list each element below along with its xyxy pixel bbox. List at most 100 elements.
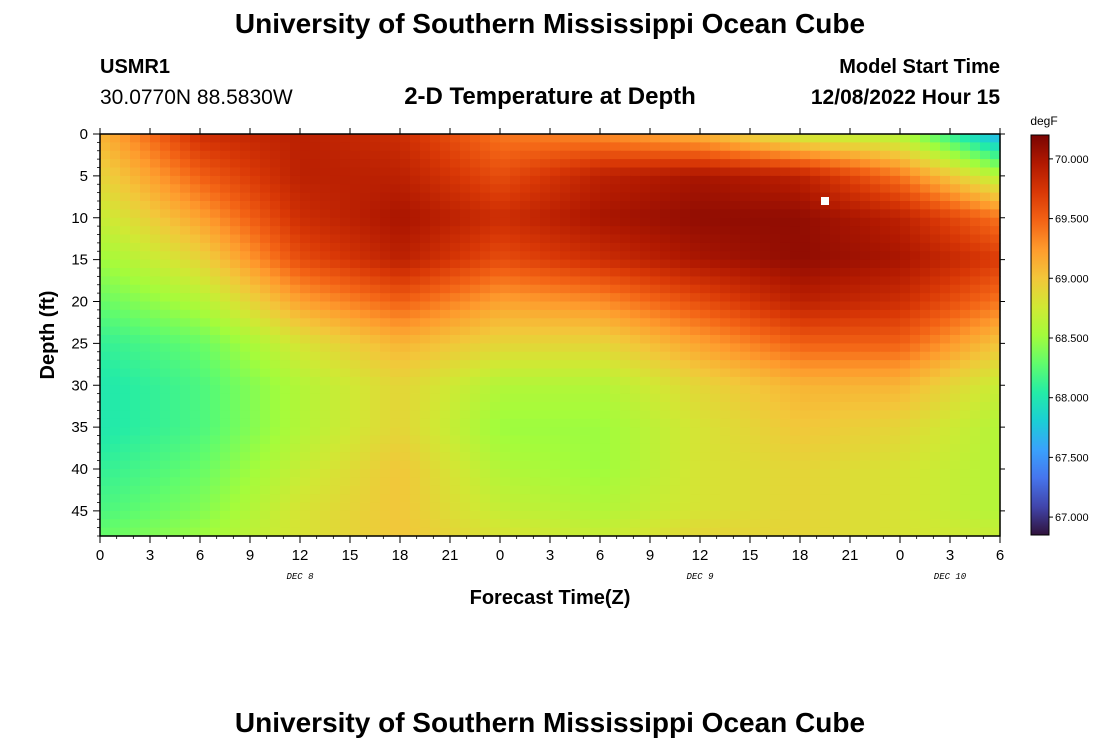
heatmap-cell (920, 343, 931, 353)
heatmap-cell (990, 527, 1001, 537)
heatmap-cell (660, 435, 671, 445)
heatmap-cell (150, 268, 161, 277)
heatmap-cell (390, 175, 401, 185)
heatmap-cell (430, 259, 441, 269)
heatmap-cell (460, 510, 471, 520)
heatmap-cell (710, 376, 721, 386)
heatmap-cell (130, 184, 141, 194)
heatmap-cell (550, 159, 561, 169)
heatmap-cell (930, 309, 941, 319)
heatmap-cell (940, 527, 951, 537)
heatmap-cell (450, 184, 461, 194)
heatmap-cell (880, 427, 891, 437)
heatmap-cell (160, 510, 171, 520)
heatmap-cell (830, 234, 841, 244)
heatmap-cell (700, 393, 711, 403)
heatmap-cell (770, 360, 781, 370)
heatmap-cell (130, 309, 141, 319)
heatmap-cell (110, 435, 121, 445)
heatmap-cell (730, 167, 741, 177)
heatmap-cell (370, 217, 381, 227)
heatmap-cell (260, 209, 271, 219)
heatmap-cell (410, 150, 421, 160)
heatmap-cell (290, 527, 301, 537)
heatmap-cell (590, 184, 601, 194)
heatmap-cell (440, 209, 451, 219)
heatmap-cell (680, 510, 691, 520)
heatmap-cell (450, 318, 461, 328)
heatmap-cell (290, 326, 301, 336)
heatmap-cell (380, 452, 391, 462)
heatmap-cell (490, 452, 501, 462)
heatmap-cell (370, 209, 381, 219)
heatmap-cell (830, 494, 841, 504)
heatmap-cell (680, 301, 691, 311)
heatmap-cell (240, 276, 251, 286)
heatmap-cell (560, 485, 571, 495)
heatmap-cell (260, 443, 271, 453)
heatmap-cell (320, 134, 331, 143)
heatmap-cell (210, 443, 221, 453)
heatmap-cell (170, 502, 181, 512)
heatmap-cell (820, 142, 831, 152)
heatmap-cell (840, 502, 851, 512)
heatmap-cell (840, 234, 851, 244)
heatmap-cell (590, 251, 601, 261)
heatmap-cell (650, 276, 661, 286)
heatmap-cell (460, 284, 471, 294)
heatmap-cell (810, 184, 821, 194)
heatmap-cell (110, 376, 121, 386)
heatmap-cell (920, 142, 931, 152)
heatmap-cell (510, 226, 521, 236)
heatmap-cell (710, 368, 721, 378)
heatmap-cell (520, 385, 531, 395)
heatmap-cell (300, 326, 311, 336)
heatmap-cell (520, 494, 531, 504)
heatmap-cell (770, 385, 781, 395)
heatmap-cell (710, 159, 721, 169)
heatmap-cell (770, 167, 781, 177)
heatmap-cell (580, 502, 591, 512)
heatmap-cell (180, 485, 191, 495)
heatmap-cell (730, 192, 741, 202)
heatmap-cell (520, 134, 531, 143)
heatmap-cell (370, 477, 381, 487)
heatmap-cell (920, 134, 931, 143)
heatmap-cell (500, 150, 511, 160)
heatmap-cell (310, 259, 321, 269)
heatmap-cell (370, 402, 381, 411)
heatmap-cell (580, 343, 591, 353)
heatmap-cell (660, 418, 671, 428)
heatmap-cell (330, 309, 341, 319)
heatmap-cell (870, 335, 881, 344)
heatmap-cell (740, 326, 751, 336)
heatmap-cell (200, 284, 211, 294)
heatmap-cell (210, 201, 221, 210)
heatmap-cell (780, 234, 791, 244)
heatmap-cell (810, 368, 821, 378)
heatmap-cell (420, 519, 431, 529)
heatmap-cell (410, 351, 421, 361)
heatmap-cell (860, 435, 871, 445)
heatmap-cell (660, 268, 671, 277)
heatmap-cell (780, 351, 791, 361)
heatmap-cell (640, 427, 651, 437)
heatmap-cell (800, 435, 811, 445)
heatmap-cell (960, 159, 971, 169)
heatmap-cell (100, 494, 111, 504)
heatmap-cell (890, 209, 901, 219)
heatmap-cell (890, 452, 901, 462)
heatmap-cell (380, 184, 391, 194)
heatmap-cell (850, 510, 861, 520)
heatmap-cell (910, 360, 921, 370)
heatmap-cell (550, 385, 561, 395)
heatmap-cell (570, 134, 581, 143)
heatmap-cell (760, 418, 771, 428)
heatmap-cell (690, 427, 701, 437)
heatmap-cell (750, 209, 761, 219)
heatmap-cell (250, 150, 261, 160)
heatmap-cell (320, 502, 331, 512)
heatmap-cell (620, 519, 631, 529)
heatmap-cell (270, 527, 281, 537)
heatmap-cell (580, 494, 591, 504)
